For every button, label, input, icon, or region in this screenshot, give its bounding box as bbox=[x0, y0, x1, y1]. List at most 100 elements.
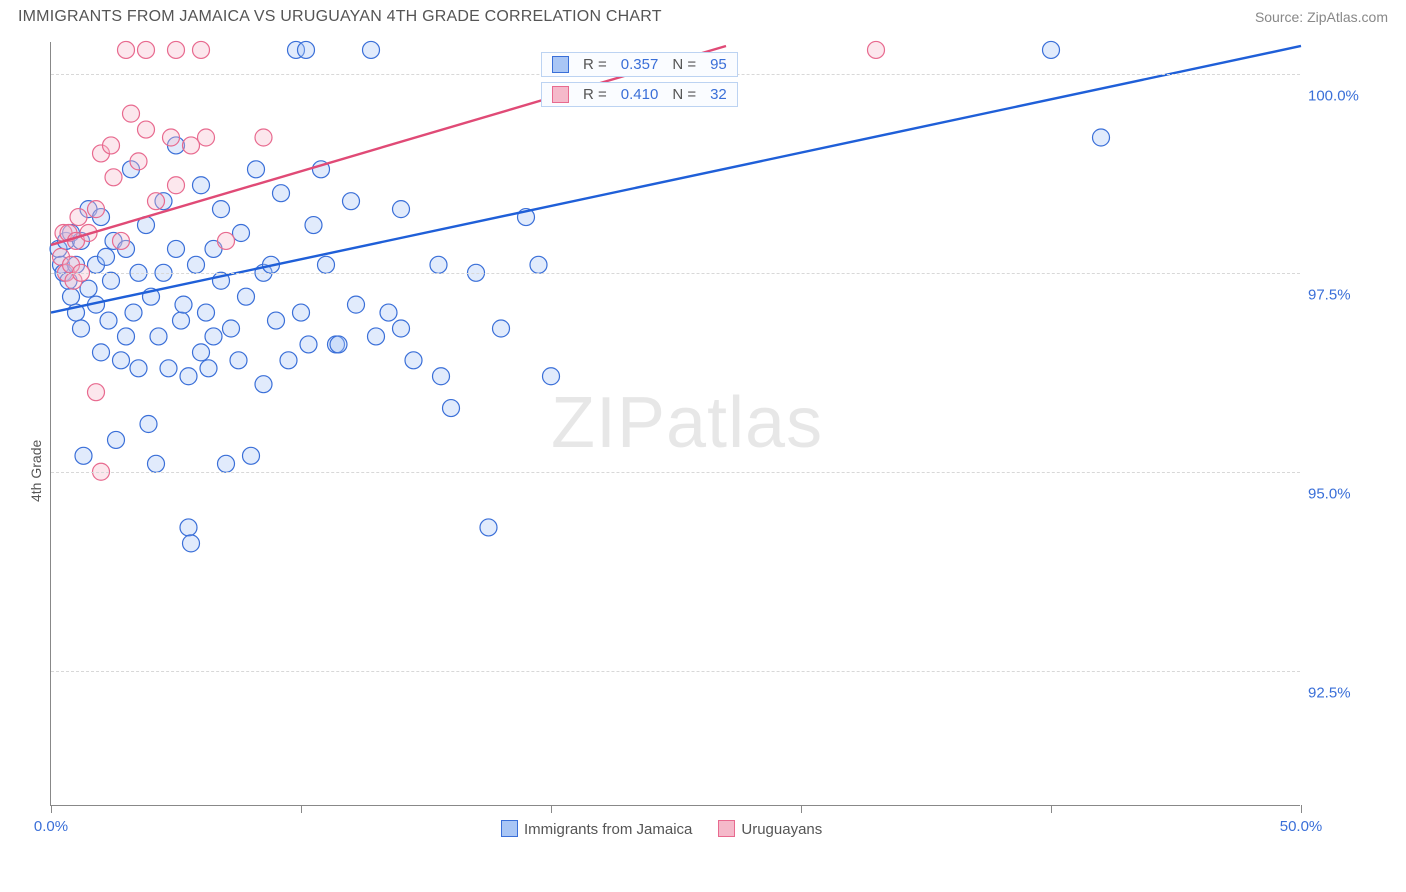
data-point bbox=[88, 384, 105, 401]
data-point bbox=[243, 447, 260, 464]
chart-header: IMMIGRANTS FROM JAMAICA VS URUGUAYAN 4TH… bbox=[0, 0, 1406, 32]
data-point bbox=[183, 137, 200, 154]
data-point bbox=[368, 328, 385, 345]
data-point bbox=[175, 296, 192, 313]
data-point bbox=[230, 352, 247, 369]
n-value: 32 bbox=[710, 86, 727, 103]
data-point bbox=[193, 177, 210, 194]
data-point bbox=[148, 455, 165, 472]
data-point bbox=[103, 137, 120, 154]
data-point bbox=[433, 368, 450, 385]
data-point bbox=[75, 447, 92, 464]
data-point bbox=[148, 193, 165, 210]
data-point bbox=[233, 225, 250, 242]
source-prefix: Source: bbox=[1255, 9, 1307, 25]
data-point bbox=[430, 256, 447, 273]
data-point bbox=[118, 328, 135, 345]
data-point bbox=[125, 304, 142, 321]
data-point bbox=[300, 336, 317, 353]
data-point bbox=[405, 352, 422, 369]
r-value: 0.410 bbox=[621, 86, 659, 103]
y-tick-label: 97.5% bbox=[1308, 286, 1378, 303]
data-point bbox=[183, 535, 200, 552]
data-point bbox=[380, 304, 397, 321]
legend-bottom: Immigrants from Jamaica Uruguayans bbox=[501, 820, 822, 838]
plot-region: ZIPatlas 92.5%95.0%97.5%100.0%0.0%50.0%R… bbox=[50, 42, 1300, 806]
data-point bbox=[393, 201, 410, 218]
data-point bbox=[280, 352, 297, 369]
data-point bbox=[868, 41, 885, 58]
data-point bbox=[348, 296, 365, 313]
data-point bbox=[198, 129, 215, 146]
stats-box: R = 0.410 N = 32 bbox=[541, 82, 738, 107]
data-point bbox=[93, 344, 110, 361]
legend-swatch bbox=[501, 820, 518, 837]
x-tick-label: 50.0% bbox=[1280, 818, 1323, 835]
data-point bbox=[98, 248, 115, 265]
n-label: N = bbox=[672, 86, 696, 103]
data-point bbox=[298, 41, 315, 58]
data-point bbox=[130, 153, 147, 170]
data-point bbox=[70, 209, 87, 226]
data-point bbox=[543, 368, 560, 385]
data-point bbox=[318, 256, 335, 273]
data-point bbox=[363, 41, 380, 58]
data-point bbox=[113, 352, 130, 369]
scatter-svg bbox=[51, 42, 1301, 806]
data-point bbox=[138, 41, 155, 58]
data-point bbox=[80, 280, 97, 297]
chart-area: 4th Grade ZIPatlas 92.5%95.0%97.5%100.0%… bbox=[0, 32, 1406, 862]
data-point bbox=[213, 201, 230, 218]
data-point bbox=[530, 256, 547, 273]
data-point bbox=[223, 320, 240, 337]
data-point bbox=[268, 312, 285, 329]
data-point bbox=[255, 129, 272, 146]
data-point bbox=[113, 232, 130, 249]
legend-item: Uruguayans bbox=[718, 820, 822, 838]
n-value: 95 bbox=[710, 56, 727, 73]
data-point bbox=[218, 455, 235, 472]
r-label: R = bbox=[583, 86, 607, 103]
x-tick-label: 0.0% bbox=[34, 818, 68, 835]
data-point bbox=[100, 312, 117, 329]
legend-swatch bbox=[552, 56, 569, 73]
gridline-h bbox=[51, 273, 1300, 274]
chart-title: IMMIGRANTS FROM JAMAICA VS URUGUAYAN 4TH… bbox=[18, 8, 662, 26]
data-point bbox=[200, 360, 217, 377]
data-point bbox=[180, 519, 197, 536]
r-value: 0.357 bbox=[621, 56, 659, 73]
x-tick bbox=[1301, 805, 1302, 813]
y-tick-label: 100.0% bbox=[1308, 87, 1378, 104]
data-point bbox=[205, 328, 222, 345]
x-tick bbox=[1051, 805, 1052, 813]
data-point bbox=[273, 185, 290, 202]
data-point bbox=[103, 272, 120, 289]
data-point bbox=[73, 320, 90, 337]
data-point bbox=[218, 232, 235, 249]
data-point bbox=[123, 105, 140, 122]
data-point bbox=[140, 416, 157, 433]
data-point bbox=[163, 129, 180, 146]
data-point bbox=[330, 336, 347, 353]
data-point bbox=[198, 304, 215, 321]
data-point bbox=[173, 312, 190, 329]
legend-item: Immigrants from Jamaica bbox=[501, 820, 692, 838]
data-point bbox=[188, 256, 205, 273]
x-tick bbox=[301, 805, 302, 813]
data-point bbox=[255, 376, 272, 393]
data-point bbox=[493, 320, 510, 337]
data-point bbox=[150, 328, 167, 345]
x-tick bbox=[51, 805, 52, 813]
data-point bbox=[1093, 129, 1110, 146]
legend-swatch bbox=[552, 86, 569, 103]
data-point bbox=[480, 519, 497, 536]
data-point bbox=[238, 288, 255, 305]
data-point bbox=[248, 161, 265, 178]
gridline-h bbox=[51, 472, 1300, 473]
data-point bbox=[293, 304, 310, 321]
data-point bbox=[63, 288, 80, 305]
n-label: N = bbox=[672, 56, 696, 73]
data-point bbox=[193, 344, 210, 361]
y-tick-label: 92.5% bbox=[1308, 684, 1378, 701]
data-point bbox=[105, 169, 122, 186]
